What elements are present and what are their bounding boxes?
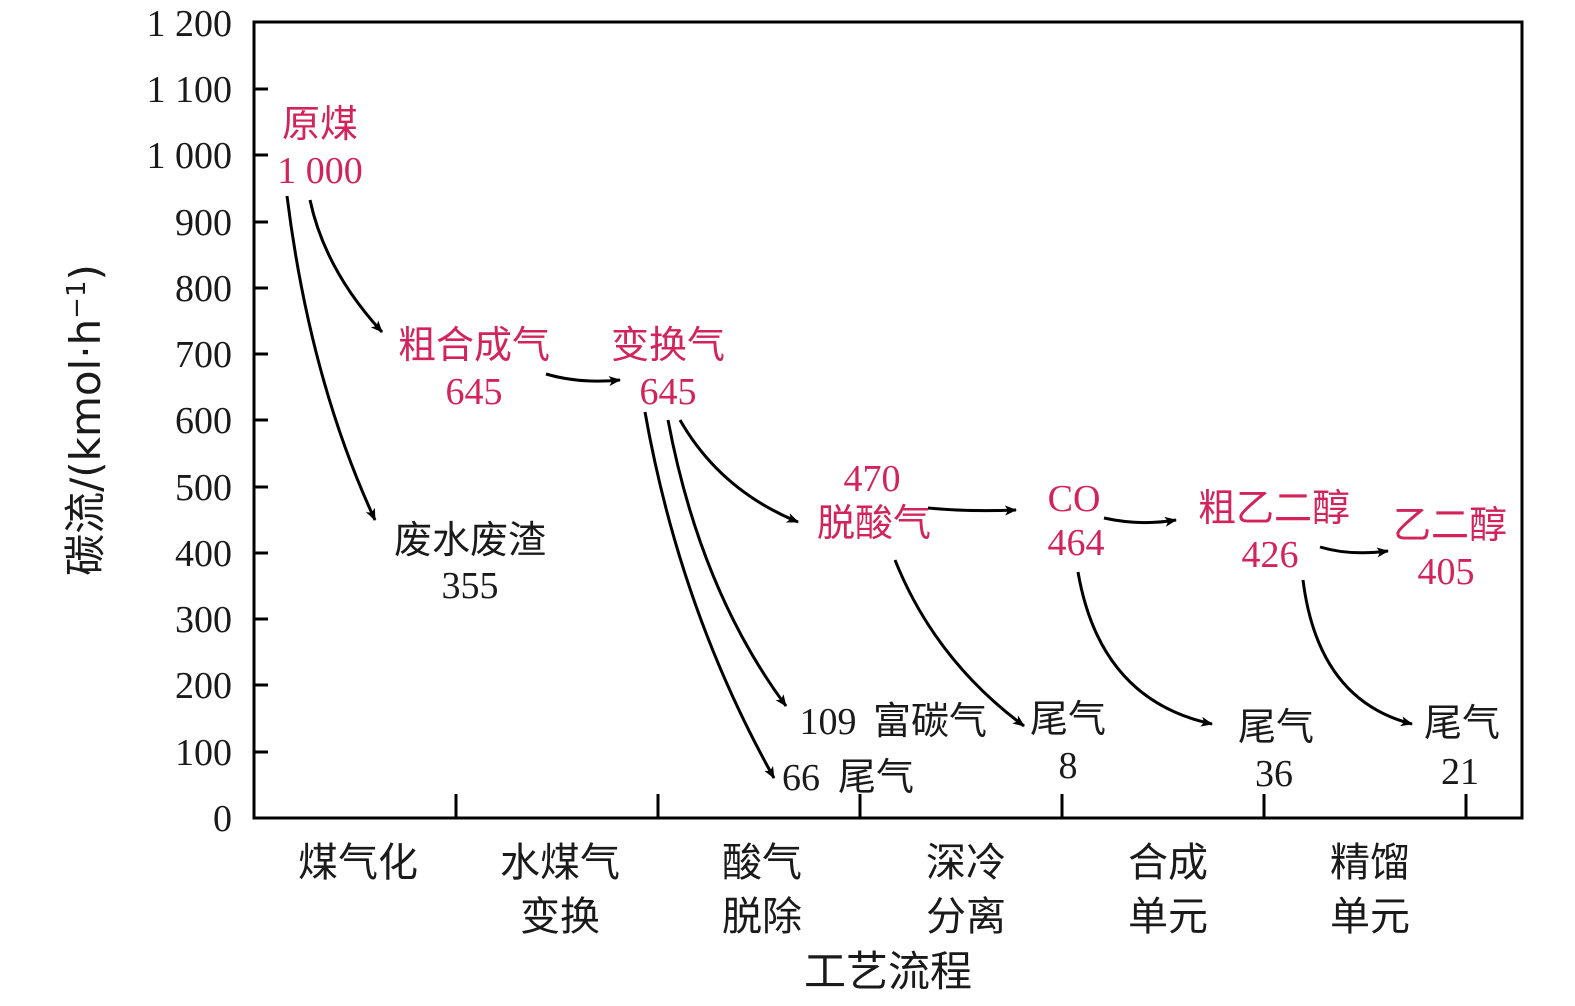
arrow-co-to-tail-36 [1076,571,1213,727]
stage-label-gasification: 煤气化 [298,840,418,886]
stage-label-acid-removal: 酸气 [722,840,802,886]
plot-frame [252,20,1524,820]
node-value: 21 [1441,751,1479,793]
node-raw-coal: 原煤 1 000 [277,104,363,192]
node-value: 1 000 [277,150,363,192]
stage-label-synthesis: 合成 [1128,840,1208,886]
arrow-shift-to-carbon-rich [666,419,788,707]
node-name: CO [1048,478,1101,520]
node-name: 变换气 [611,325,725,367]
arrow-deacid-to-tail-8 [893,559,1025,728]
arrow-deacid-to-co [927,505,1017,516]
y-tick-label: 100 [175,732,232,774]
y-tick-label: 900 [175,202,232,244]
node-carbon-rich-gas: 109 富碳气 [800,701,988,743]
arrow-crude-eg-to-tail-21 [1301,579,1413,727]
node-name: 粗乙二醇 [1198,488,1350,530]
x-axis-title: 工艺流程 [804,947,972,996]
node-value: 645 [446,371,503,413]
node-value: 109 [800,701,857,743]
stage-label-cryogenic: 深冷 [926,840,1006,886]
node-value: 645 [640,371,697,413]
node-value: 426 [1242,534,1299,576]
node-wastewater-slag: 废水废渣 355 [394,520,546,607]
node-value: 405 [1418,551,1475,593]
node-name: 尾气 [1424,703,1500,745]
arrow-coal-to-wastewater [285,195,377,521]
arrow-shift-to-deacid [678,419,799,524]
y-tick-label: 400 [175,533,232,575]
node-value: 66 [782,757,820,799]
node-deacid-gas: 470 脱酸气 [817,458,931,545]
stage-label-acid-removal: 脱除 [722,894,802,940]
arrow-crude-eg-to-eg [1319,545,1389,558]
node-name: 脱酸气 [817,503,931,545]
node-name: 粗合成气 [398,325,550,367]
y-tick-label: 500 [175,467,232,509]
y-tick-label: 0 [213,798,232,840]
node-tail-gas-8: 尾气 8 [1030,699,1106,787]
node-tail-gas-36: 尾气 36 [1238,707,1314,795]
y-tick-label: 700 [175,334,232,376]
arrow-shift-to-tail-66 [643,411,776,779]
node-name: 尾气 [1238,707,1314,749]
node-value: 8 [1059,745,1078,787]
stage-label-shift: 变换 [520,894,600,940]
node-tail-gas-21: 尾气 21 [1424,703,1500,793]
node-tail-gas-66: 66 尾气 [782,757,914,799]
node-crude-ethylene-glycol: 粗乙二醇 426 [1198,488,1350,576]
arrow-syngas-to-shift [545,372,621,387]
node-name: 废水废渣 [394,520,546,562]
y-tick-label: 600 [175,400,232,442]
stage-label-synthesis: 单元 [1128,894,1208,940]
x-axis [454,794,1468,818]
y-axis: 0 100 200 300 400 500 600 700 800 900 1 … [147,3,268,840]
node-ethylene-glycol: 乙二醇 405 [1393,505,1507,593]
y-tick-label: 300 [175,599,232,641]
node-name: 尾气 [838,757,914,799]
node-crude-syngas: 粗合成气 645 [398,325,550,413]
y-tick-label: 1 200 [147,3,233,45]
node-value: 464 [1048,522,1105,564]
node-co: CO 464 [1048,478,1105,564]
node-name: 尾气 [1030,699,1106,741]
node-value: 36 [1255,753,1293,795]
stage-label-distillation: 精馏 [1330,840,1410,886]
y-tick-label: 1 100 [147,69,233,111]
stage-label-shift: 水煤气 [500,840,620,886]
y-tick-label: 800 [175,268,232,310]
node-name: 富碳气 [873,701,987,743]
node-shift-gas: 变换气 645 [611,325,725,413]
y-axis-title: 碳流/(kmol·h−1) [61,264,110,576]
stage-label-distillation: 单元 [1330,894,1410,940]
y-tick-label: 1 000 [147,135,233,177]
y-tick-label: 200 [175,665,232,707]
stage-label-cryogenic: 分离 [926,894,1006,940]
arrow-coal-to-syngas [308,199,384,334]
node-value: 470 [844,458,901,500]
node-name: 乙二醇 [1393,505,1507,547]
node-name: 原煤 [282,104,358,146]
node-value: 355 [442,565,499,607]
arrow-co-to-crude-eg [1103,516,1177,527]
